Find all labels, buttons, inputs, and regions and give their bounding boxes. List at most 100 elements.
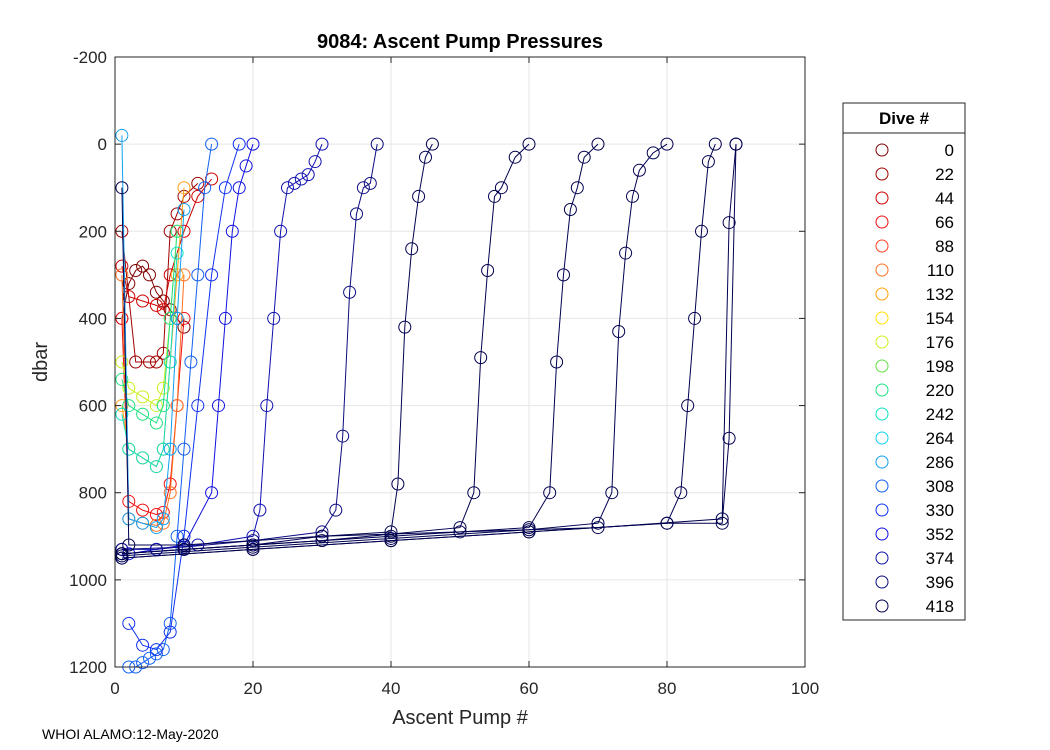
data-point — [170, 399, 184, 413]
legend-marker — [875, 215, 889, 229]
legend-label: 220 — [926, 381, 954, 400]
x-tick-label: 40 — [382, 679, 401, 698]
data-point — [149, 508, 163, 521]
data-point — [260, 399, 274, 413]
data-point — [632, 163, 646, 177]
data-point — [115, 128, 129, 142]
y-tick-label: 800 — [79, 484, 107, 503]
data-point — [191, 176, 205, 190]
legend-label: 44 — [935, 189, 954, 208]
data-point — [163, 625, 177, 639]
legend-marker — [875, 335, 889, 349]
data-point — [281, 181, 294, 195]
data-point — [205, 486, 219, 500]
legend-marker — [875, 599, 889, 613]
data-point — [570, 181, 584, 195]
data-point — [494, 181, 508, 195]
data-point — [149, 298, 163, 312]
data-point — [267, 311, 281, 325]
data-point — [191, 399, 205, 413]
axes-box — [114, 56, 806, 668]
data-point — [232, 137, 246, 151]
series — [115, 246, 184, 474]
data-point — [343, 285, 357, 299]
data-point — [136, 407, 150, 421]
series — [115, 137, 384, 556]
data-point — [425, 137, 439, 151]
data-point — [136, 638, 150, 652]
data-point — [218, 181, 232, 195]
data-point — [149, 521, 163, 535]
series-line — [121, 143, 599, 555]
data-point — [370, 137, 384, 151]
data-point — [646, 146, 660, 160]
data-point — [688, 311, 702, 325]
data-point — [115, 407, 129, 421]
data-point — [115, 268, 129, 282]
data-point — [149, 399, 163, 413]
data-point — [136, 451, 150, 465]
data-point — [488, 189, 501, 203]
data-point — [177, 203, 191, 216]
legend-label: 198 — [926, 357, 954, 376]
data-point — [115, 372, 129, 386]
x-tick-label: 100 — [791, 679, 819, 698]
chart-title: 9084: Ascent Pump Pressures — [317, 31, 603, 53]
data-point — [722, 431, 736, 445]
data-point — [129, 264, 143, 277]
data-point — [122, 442, 136, 456]
data-point — [591, 137, 605, 151]
data-point — [246, 137, 260, 151]
legend-marker — [875, 407, 889, 421]
y-tick-label: -200 — [73, 48, 107, 67]
data-point — [563, 203, 577, 216]
data-point — [177, 442, 191, 456]
legend-marker — [875, 455, 889, 469]
data-point — [315, 529, 329, 543]
data-point — [522, 137, 536, 151]
data-point — [232, 181, 246, 195]
data-point — [170, 246, 184, 260]
data-point — [163, 486, 177, 500]
legend-marker — [875, 479, 889, 493]
data-point — [156, 294, 170, 308]
legend-label: 66 — [935, 213, 954, 232]
data-point — [198, 181, 212, 195]
series-line — [121, 144, 737, 546]
data-point — [467, 486, 481, 500]
legend-label: 418 — [926, 597, 954, 616]
data-point — [329, 503, 343, 517]
data-point — [729, 137, 743, 151]
legend-entries: 0 22 44 66 88 110 132 154 176 198 220 242 264 286 308 3… — [875, 141, 954, 616]
y-axis-label: dbar — [30, 342, 52, 382]
data-point — [412, 189, 426, 203]
data-point — [708, 137, 722, 151]
data-point — [481, 264, 495, 277]
data-point — [577, 150, 591, 164]
data-point — [184, 355, 198, 369]
data-point — [170, 311, 184, 325]
legend-marker — [875, 551, 889, 565]
data-point — [115, 181, 129, 195]
series-line — [121, 231, 178, 424]
series-line — [121, 143, 668, 557]
series-line — [121, 144, 378, 550]
data-point — [143, 651, 156, 665]
data-point — [356, 181, 370, 195]
data-point — [136, 516, 150, 530]
legend-label: 110 — [927, 261, 954, 280]
x-tick-label: 60 — [520, 679, 539, 698]
data-point — [294, 172, 308, 186]
data-point — [122, 277, 136, 291]
data-point — [156, 399, 170, 413]
data-point — [722, 216, 736, 230]
plot-area — [115, 57, 805, 667]
data-point — [315, 525, 329, 539]
data-point — [115, 542, 129, 556]
data-point — [591, 516, 605, 530]
data-point — [522, 525, 536, 539]
data-point — [205, 137, 219, 151]
data-point — [350, 207, 363, 221]
data-point — [681, 399, 695, 413]
data-point — [205, 268, 219, 282]
